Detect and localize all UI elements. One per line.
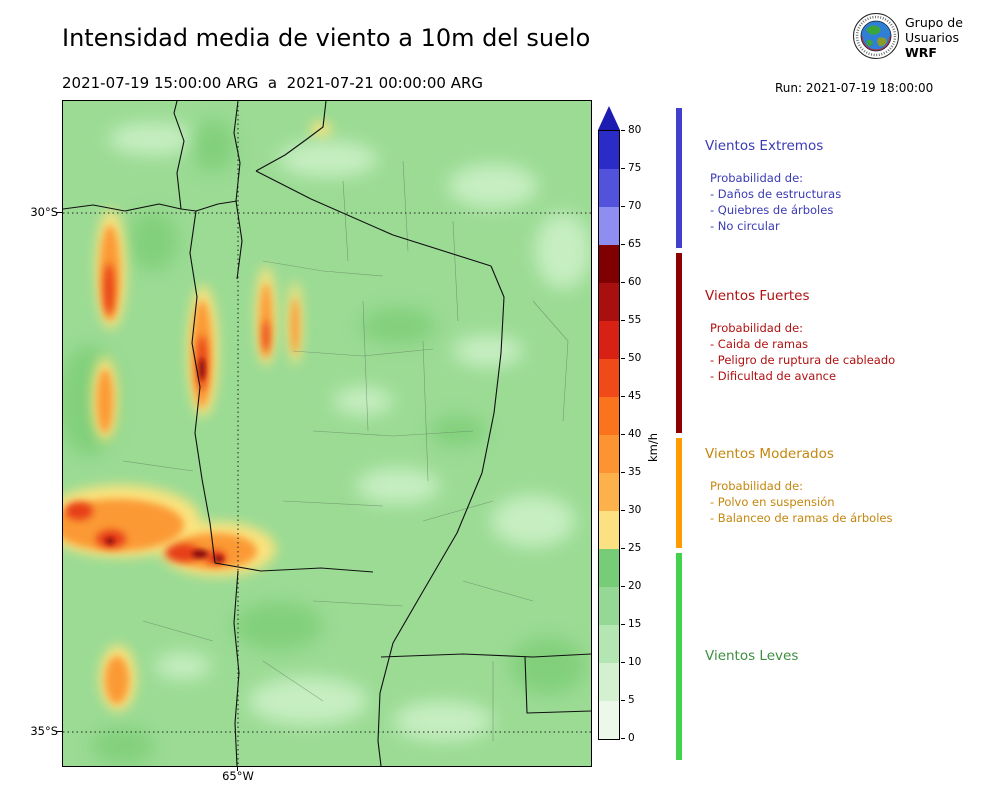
- legend-item: - Peligro de ruptura de cableado: [710, 353, 896, 367]
- legend-strip-fuertes: [676, 253, 682, 433]
- colorbar-tick-label: 60: [628, 276, 642, 288]
- colorbar-segment: [599, 663, 619, 701]
- colorbar-segment: [599, 701, 619, 739]
- legend-item: - Balanceo de ramas de árboles: [710, 511, 893, 525]
- colorbar-segment: [599, 587, 619, 625]
- colorbar-tickmark: [621, 472, 625, 473]
- colorbar-tickmark: [621, 358, 625, 359]
- legend-body-moderados: Probabilidad de: - Polvo en suspensión -…: [710, 478, 892, 526]
- colorbar-tick-label: 0: [628, 732, 635, 744]
- wind-map: [62, 100, 592, 767]
- page-title: Intensidad media de viento a 10m del sue…: [62, 24, 591, 52]
- colorbar-segment: [599, 397, 619, 435]
- colorbar-tickmark: [621, 738, 625, 739]
- strong-wind-darkred-cores: [105, 358, 224, 563]
- legend-item: - Quiebres de árboles: [710, 203, 834, 217]
- colorbar-tickmark: [621, 700, 625, 701]
- colorbar-tick-label: 40: [628, 428, 642, 440]
- colorbar-tickmark: [621, 548, 625, 549]
- colorbar-segment: [599, 473, 619, 511]
- colorbar-tickmark: [621, 396, 625, 397]
- colorbar-tick-label: 20: [628, 580, 642, 592]
- colorbar-tickmark: [621, 510, 625, 511]
- legend-strip-leves: [676, 553, 682, 760]
- legend-item: - Daños de estructuras: [710, 187, 842, 201]
- colorbar-tickmark: [621, 244, 625, 245]
- legend-prob-label: Probabilidad de:: [710, 479, 804, 493]
- colorbar-tickmark: [621, 206, 625, 207]
- colorbar-segment: [599, 359, 619, 397]
- strong-wind-red-layer: [65, 263, 269, 564]
- lat-label-30s: 30°S: [30, 205, 58, 219]
- legend-title-extremos: Vientos Extremos: [705, 138, 824, 154]
- colorbar-tick-label: 70: [628, 200, 642, 212]
- legend-prob-label: Probabilidad de:: [710, 171, 804, 185]
- logo-line-1: Grupo de: [905, 15, 963, 30]
- colorbar-unit-label: km/h: [646, 432, 660, 462]
- legend-item: - Polvo en suspensión: [710, 495, 835, 509]
- colorbar-tickmark: [621, 282, 625, 283]
- colorbar-tick-label: 10: [628, 656, 642, 668]
- colorbar-tick-label: 75: [628, 162, 642, 174]
- colorbar-tick-label: 65: [628, 238, 642, 250]
- colorbar-tick-label: 80: [628, 124, 642, 136]
- run-label: Run: 2021-07-19 18:00:00: [775, 81, 934, 95]
- lat-label-35s: 35°S: [30, 724, 58, 738]
- colorbar-tick-label: 30: [628, 504, 642, 516]
- legend-title-leves: Vientos Leves: [705, 648, 799, 664]
- colorbar: [598, 130, 620, 740]
- colorbar-segment: [599, 245, 619, 283]
- graticule: [63, 101, 591, 766]
- colorbar-tickmark: [621, 168, 625, 169]
- colorbar-segment: [599, 207, 619, 245]
- colorbar-segment: [599, 283, 619, 321]
- colorbar-segment: [599, 131, 619, 169]
- colorbar-segment: [599, 321, 619, 359]
- logo-line-3: WRF: [905, 45, 937, 60]
- colorbar-segment: [599, 169, 619, 207]
- legend-title-moderados: Vientos Moderados: [705, 446, 834, 462]
- logo-text: Grupo de Usuarios WRF: [905, 15, 963, 60]
- lon-label-65w: 65°W: [222, 769, 254, 783]
- legend-body-fuertes: Probabilidad de: - Caida de ramas - Peli…: [710, 320, 895, 384]
- colorbar-tick-label: 50: [628, 352, 642, 364]
- colorbar-extend-arrow: [598, 106, 620, 130]
- axis-tick-35s: [56, 731, 62, 732]
- colorbar-tick-label: 35: [628, 466, 642, 478]
- legend-item: - Dificultad de avance: [710, 369, 837, 383]
- legend-body-extremos: Probabilidad de: - Daños de estructuras …: [710, 170, 841, 234]
- colorbar-tickmark: [621, 586, 625, 587]
- colorbar-tick-label: 45: [628, 390, 642, 402]
- colorbar-tick-label: 55: [628, 314, 642, 326]
- globe-logo-icon: [853, 13, 899, 59]
- colorbar-segment: [599, 625, 619, 663]
- colorbar-segment: [599, 511, 619, 549]
- moderate-wind-orange-layer: [63, 225, 299, 704]
- date-range: 2021-07-19 15:00:00 ARG a 2021-07-21 00:…: [62, 74, 484, 92]
- axis-tick-65w: [237, 766, 238, 771]
- wrf-logo: [852, 12, 900, 60]
- wind-map-canvas: [63, 101, 591, 766]
- colorbar-tick-label: 5: [628, 694, 635, 706]
- axis-tick-30s: [56, 212, 62, 213]
- colorbar-tickmark: [621, 320, 625, 321]
- light-wind-patches: [108, 123, 591, 741]
- legend-strip-moderados: [676, 438, 682, 548]
- legend-title-fuertes: Vientos Fuertes: [705, 288, 810, 304]
- legend-item: - No circular: [710, 219, 780, 233]
- colorbar-tickmark: [621, 624, 625, 625]
- colorbar-tickmark: [621, 434, 625, 435]
- department-boundaries: [122, 160, 569, 741]
- legend-item: - Caida de ramas: [710, 337, 809, 351]
- legend-prob-label: Probabilidad de:: [710, 321, 804, 335]
- logo-line-2: Usuarios: [905, 30, 960, 45]
- colorbar-segment: [599, 549, 619, 587]
- colorbar-tickmark: [621, 662, 625, 663]
- colorbar-tick-label: 15: [628, 618, 642, 630]
- legend-strip-extremos: [676, 108, 682, 248]
- colorbar-tickmark: [621, 130, 625, 131]
- colorbar-tick-label: 25: [628, 542, 642, 554]
- colorbar-segment: [599, 435, 619, 473]
